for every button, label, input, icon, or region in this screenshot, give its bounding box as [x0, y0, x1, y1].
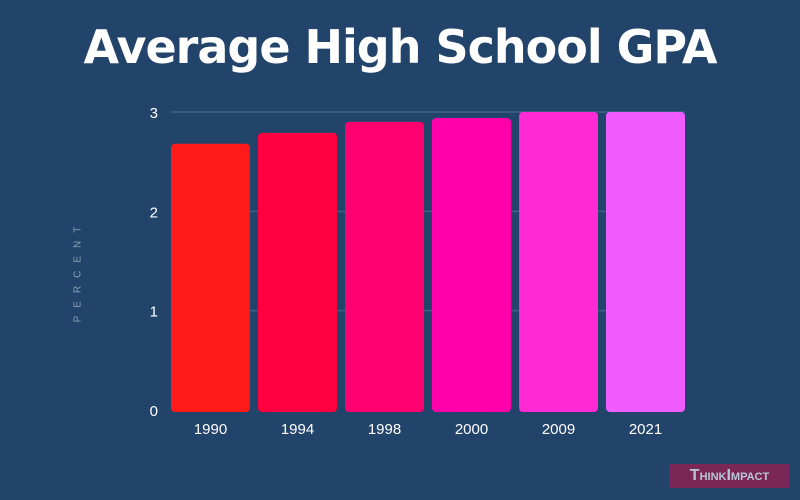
bar-1994 [258, 132, 337, 413]
x-tick-label: 1998 [368, 421, 401, 438]
y-tick-label: 0 [150, 403, 158, 420]
x-tick-label: 2000 [455, 421, 488, 438]
bar-1990 [171, 143, 250, 412]
y-tick-label: 3 [150, 105, 158, 122]
bar-2009 [519, 112, 598, 412]
chart-title: Average High School GPA [83, 20, 718, 74]
y-tick-label: 1 [150, 304, 158, 321]
y-tick-label: 2 [150, 204, 158, 221]
bar-2021 [606, 112, 685, 412]
thinkimpact-logo: ThinkImpact [669, 464, 790, 488]
x-tick-label: 2009 [542, 421, 575, 438]
bar-1998 [345, 121, 424, 412]
x-tick-label: 2021 [629, 421, 662, 438]
x-tick-label: 1990 [194, 421, 227, 438]
x-tick-label: 1994 [281, 421, 314, 438]
bar-2000 [432, 117, 511, 413]
